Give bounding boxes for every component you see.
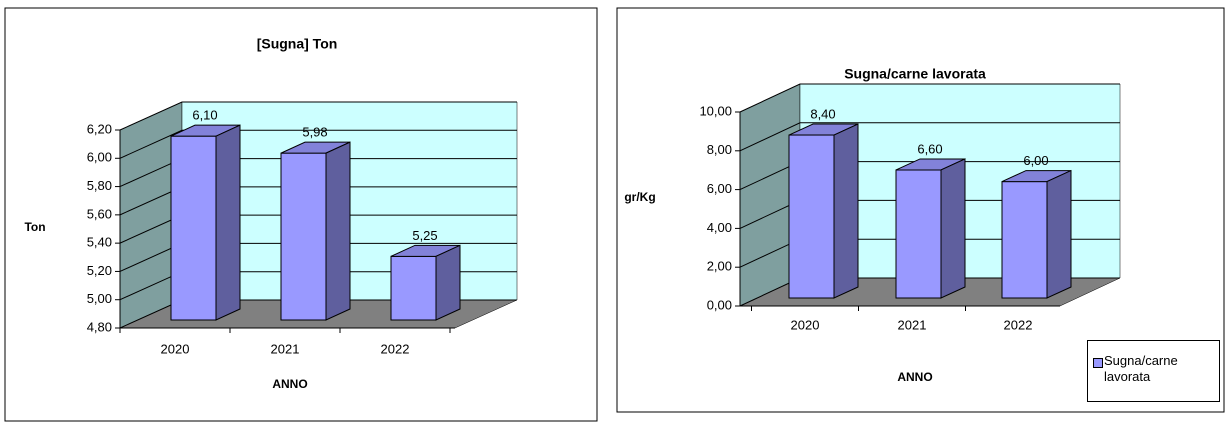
value-label: 6,60: [917, 141, 942, 156]
bar-side: [1046, 169, 1072, 299]
bar-front: [1001, 181, 1048, 299]
y-tick-label: 4,00: [707, 220, 732, 235]
y-tick-label: 8,00: [707, 142, 732, 157]
value-label: 5,25: [412, 228, 437, 243]
legend: Sugna/carne lavorata: [1087, 340, 1220, 402]
grid-line: [119, 129, 517, 159]
value-label: 6,10: [192, 108, 217, 123]
y-tick-label: 4,80: [87, 319, 112, 334]
bar-side: [215, 124, 241, 321]
bar-front: [390, 255, 437, 321]
bar-side: [833, 123, 859, 299]
bar-side: [435, 244, 461, 321]
x-tick-label: 2021: [271, 341, 300, 356]
bar-front: [280, 152, 327, 321]
bar-side: [940, 158, 966, 299]
legend-swatch: [1093, 358, 1103, 368]
y-tick-label: 0,00: [707, 297, 732, 312]
y-tick-label: 10,00: [699, 103, 732, 118]
chart-title: Sugna/carne lavorata: [844, 66, 986, 82]
bar-front: [788, 134, 835, 299]
y-tick-label: 5,20: [87, 263, 112, 278]
grid-line: [739, 122, 1120, 152]
x-tick-label: 2020: [791, 317, 820, 332]
y-tick-label: 5,40: [87, 235, 112, 250]
bar: [170, 124, 241, 321]
y-tick-label: 5,80: [87, 178, 112, 193]
bar: [1001, 169, 1072, 299]
x-axis-label: ANNO: [897, 370, 932, 384]
y-axis-label: Ton: [24, 220, 45, 234]
bar-front: [895, 169, 942, 299]
value-label: 5,98: [302, 125, 327, 140]
bar: [895, 158, 966, 299]
x-tick-label: 2022: [1004, 317, 1033, 332]
y-tick-label: 5,60: [87, 206, 112, 221]
value-label: 6,00: [1023, 153, 1048, 168]
y-tick-label: 6,00: [707, 181, 732, 196]
bar-front: [170, 135, 217, 321]
bar: [280, 141, 351, 321]
x-tick-label: 2020: [161, 341, 190, 356]
x-tick-label: 2022: [381, 341, 410, 356]
y-tick-label: 2,00: [707, 259, 732, 274]
bar: [788, 123, 859, 299]
y-tick-label: 6,00: [87, 150, 112, 165]
grid-line: [739, 83, 1120, 113]
y-tick-label: 5,00: [87, 291, 112, 306]
x-axis-label: ANNO: [272, 377, 307, 391]
y-tick-label: 6,20: [87, 121, 112, 136]
value-label: 8,40: [810, 106, 835, 121]
chart-title: [Sugna] Ton: [257, 36, 338, 52]
x-tick-label: 2021: [898, 317, 927, 332]
y-axis-label: gr/Kg: [624, 190, 655, 204]
grid-line: [119, 101, 517, 131]
bar-side: [325, 141, 351, 321]
bar: [390, 244, 461, 321]
legend-label: Sugna/carne lavorata: [1104, 353, 1178, 384]
